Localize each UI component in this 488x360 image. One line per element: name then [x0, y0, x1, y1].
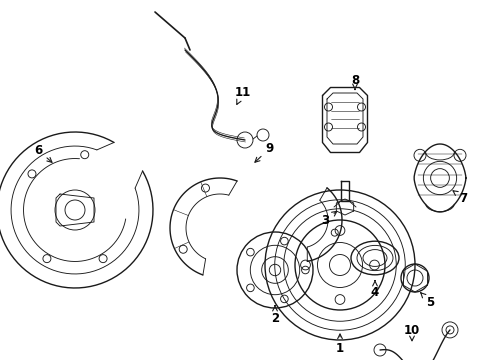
- Text: 1: 1: [335, 334, 344, 356]
- Text: 10: 10: [403, 324, 419, 341]
- Text: 2: 2: [270, 306, 279, 324]
- Text: 5: 5: [420, 293, 433, 309]
- Text: 11: 11: [234, 86, 251, 104]
- Text: 8: 8: [350, 73, 358, 89]
- Text: 4: 4: [370, 281, 378, 300]
- Text: 6: 6: [34, 144, 52, 162]
- Text: 3: 3: [320, 211, 336, 226]
- Text: 9: 9: [254, 141, 274, 162]
- Text: 7: 7: [452, 191, 466, 204]
